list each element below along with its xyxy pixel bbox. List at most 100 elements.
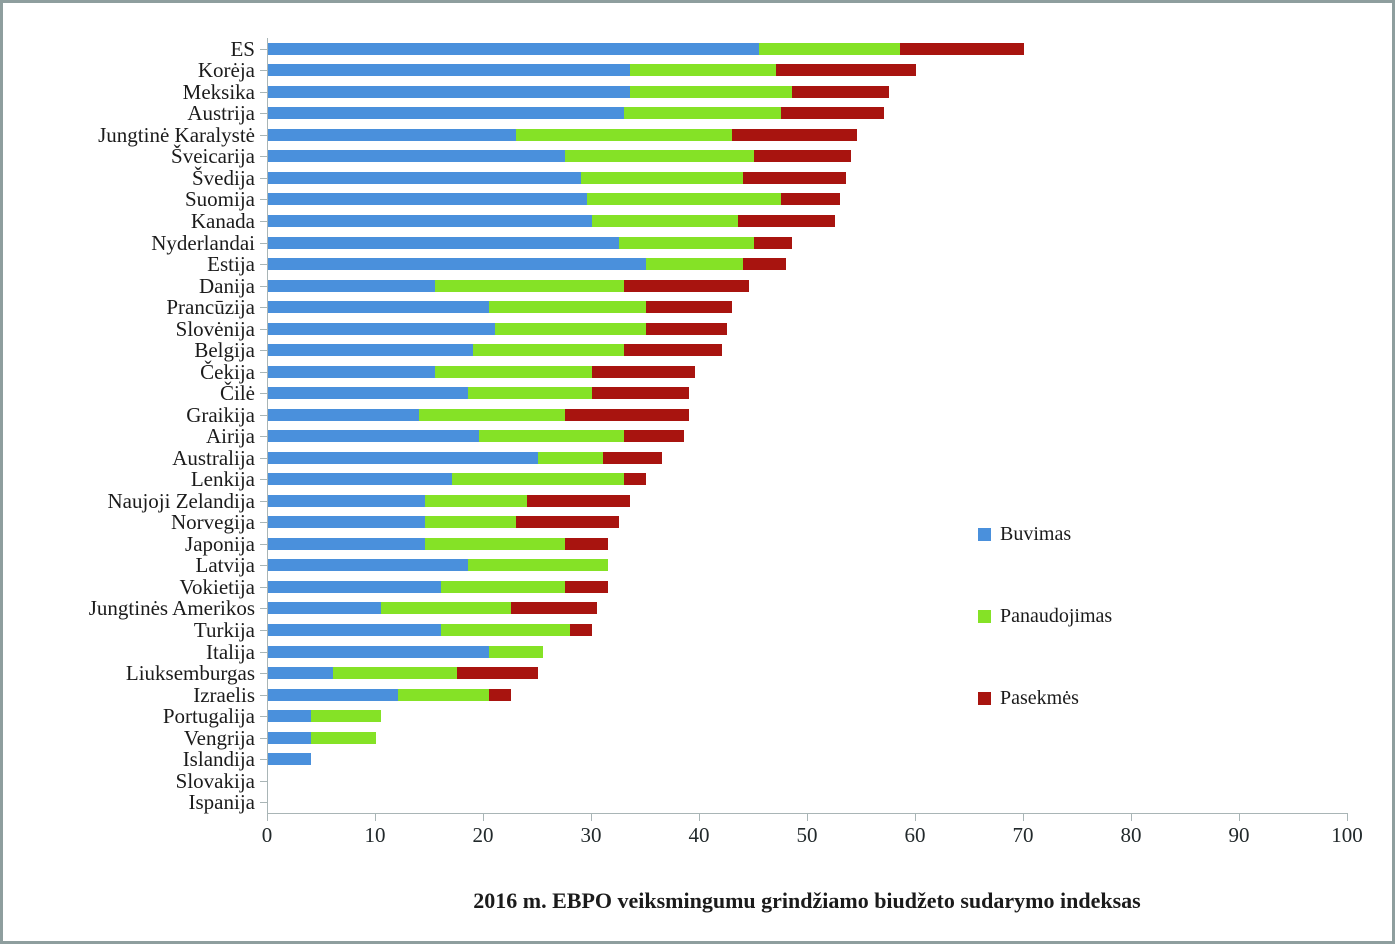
category-label: Japonija [185,531,255,556]
y-axis-tick [260,565,267,567]
bar-row [268,555,1348,577]
bar-segment-buvimas [268,688,398,701]
bar-row [268,81,1348,103]
bar-segment-buvimas [268,602,382,615]
y-axis-tick [260,500,267,502]
x-axis-tick [1239,814,1240,821]
category-label: Švedija [192,165,255,190]
bar-segment-pasekmės [737,214,835,227]
bar-stack [268,42,1024,55]
category-label: Izraelis [193,682,255,707]
category-label: Islandija [182,747,255,772]
x-axis-tick [267,814,268,821]
y-axis-tick [260,543,267,545]
y-axis-tick [260,285,267,287]
bar-segment-buvimas [268,408,420,421]
bar-row [268,124,1348,146]
bar-segment-panaudojimas [516,128,733,141]
y-axis-tick [260,113,267,115]
bar-segment-buvimas [268,107,625,120]
bar-row [268,447,1348,469]
bar-segment-panaudojimas [489,301,646,314]
y-axis-tick [260,48,267,50]
x-axis-tick [807,814,808,821]
bar-segment-panaudojimas [397,688,490,701]
y-axis-tick [260,156,267,158]
bar-segment-buvimas [268,731,312,744]
bar-segment-panaudojimas [592,214,738,227]
category-label: Latvija [195,553,255,578]
bar-stack [268,667,538,680]
bar-stack [268,753,312,766]
bar-row [268,748,1348,770]
bar-segment-panaudojimas [332,667,457,680]
category-label: Korėja [197,58,255,83]
y-axis-tick [260,328,267,330]
bar-segment-buvimas [268,494,425,507]
x-axis-tick-label: 50 [796,823,818,847]
bar-segment-pasekmės [527,494,630,507]
y-axis-tick [260,673,267,675]
bar-stack [268,128,857,141]
bar-segment-panaudojimas [467,387,592,400]
bar-segment-pasekmės [775,64,916,77]
legend-swatch-icon [978,528,991,541]
y-axis-tick [260,91,267,93]
category-label: Australija [172,445,255,470]
bar-segment-pasekmės [624,344,722,357]
bar-segment-pasekmės [516,516,619,529]
y-axis-tick [260,134,267,136]
bar-segment-buvimas [268,42,760,55]
bar-segment-pasekmės [732,128,857,141]
bar-segment-pasekmės [780,193,841,206]
y-axis-tick [260,479,267,481]
bar-segment-buvimas [268,559,468,572]
x-axis-tick [915,814,916,821]
bar-segment-buvimas [268,193,587,206]
bar-row [268,404,1348,426]
bar-stack [268,193,841,206]
plot-area [267,38,1348,814]
bar-segment-panaudojimas [624,107,781,120]
bar-row [268,490,1348,512]
bar-segment-pasekmės [791,85,889,98]
bar-segment-pasekmės [743,258,787,271]
bar-row [268,791,1348,813]
bar-segment-buvimas [268,451,538,464]
bar-segment-panaudojimas [759,42,900,55]
x-axis-tick [1023,814,1024,821]
bar-row [268,253,1348,275]
bar-segment-buvimas [268,710,312,723]
y-axis-tick [260,70,267,72]
bar-row [268,469,1348,491]
bar-segment-buvimas [268,85,630,98]
category-label: Turkija [193,618,255,642]
bar-stack [268,150,852,163]
bar-row [268,167,1348,189]
bar-row [268,189,1348,211]
category-label: Graikija [186,402,255,427]
bar-segment-buvimas [268,365,436,378]
bar-segment-panaudojimas [586,193,781,206]
y-axis-tick [260,350,267,352]
x-axis-tick-label: 10 [364,823,386,847]
y-axis-tick [260,737,267,739]
category-label: Slovakija [175,768,255,793]
category-label: Italija [206,639,255,664]
y-axis-tick [260,264,267,266]
bar-segment-panaudojimas [619,236,754,249]
bar-stack [268,602,598,615]
y-axis-tick [260,199,267,201]
x-axis-tick-label: 100 [1331,823,1363,847]
category-label: Čekija [200,359,255,384]
category-label: ES [230,36,255,61]
category-label: Norvegija [171,510,255,535]
x-axis-tick-label: 90 [1228,823,1250,847]
bar-stack [268,516,619,529]
bar-segment-buvimas [268,580,441,593]
bar-row [268,210,1348,232]
bar-stack [268,624,592,636]
bar-stack [268,580,609,593]
x-axis-tick [591,814,592,821]
